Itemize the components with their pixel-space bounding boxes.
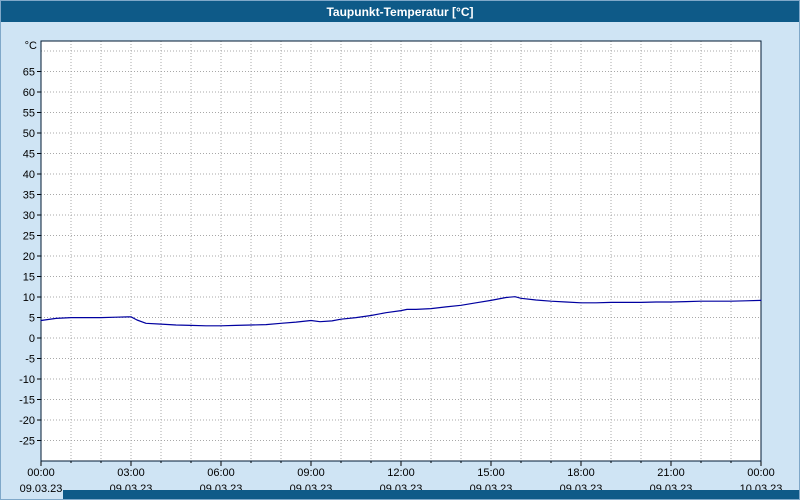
x-tick-time-label: 03:00 [117,467,145,479]
y-axis-unit-label: °C [25,40,37,52]
y-tick-label: 25 [23,231,35,243]
y-tick-label: -15 [19,395,35,407]
y-tick-label: 5 [29,313,35,325]
y-tick-label: -25 [19,436,35,448]
plot-border [40,40,762,462]
x-tick-time-label: 06:00 [207,467,235,479]
y-tick-label: 60 [23,87,35,99]
chart-title: Taupunkt-Temperatur [°C] [326,4,474,19]
bottom-bar [63,490,799,499]
y-tick-label: 55 [23,108,35,120]
x-tick-time-label: 00:00 [747,467,775,479]
y-tick-label: 20 [23,251,35,263]
y-tick-label: 30 [23,210,35,222]
x-tick-time-label: 21:00 [657,467,685,479]
x-tick-time-label: 09:00 [297,467,325,479]
x-tick-time-label: 00:00 [27,467,55,479]
y-tick-label: 10 [23,292,35,304]
x-tick-time-label: 12:00 [387,467,415,479]
x-tick-date-label: 09.03.23 [20,483,63,495]
y-tick-label: 35 [23,190,35,202]
x-tick-time-label: 15:00 [477,467,505,479]
y-tick-label: 40 [23,169,35,181]
dewpoint-series-line [40,296,762,327]
title-bar: Taupunkt-Temperatur [°C] [1,1,799,22]
y-tick-label: -5 [25,354,35,366]
y-tick-label: 65 [23,67,35,79]
y-tick-label: -20 [19,415,35,427]
y-tick-label: -10 [19,374,35,386]
y-tick-label: 15 [23,272,35,284]
y-tick-label: 50 [23,128,35,140]
y-tick-label: 45 [23,149,35,161]
x-tick-time-label: 18:00 [567,467,595,479]
y-tick-label: 0 [29,333,35,345]
